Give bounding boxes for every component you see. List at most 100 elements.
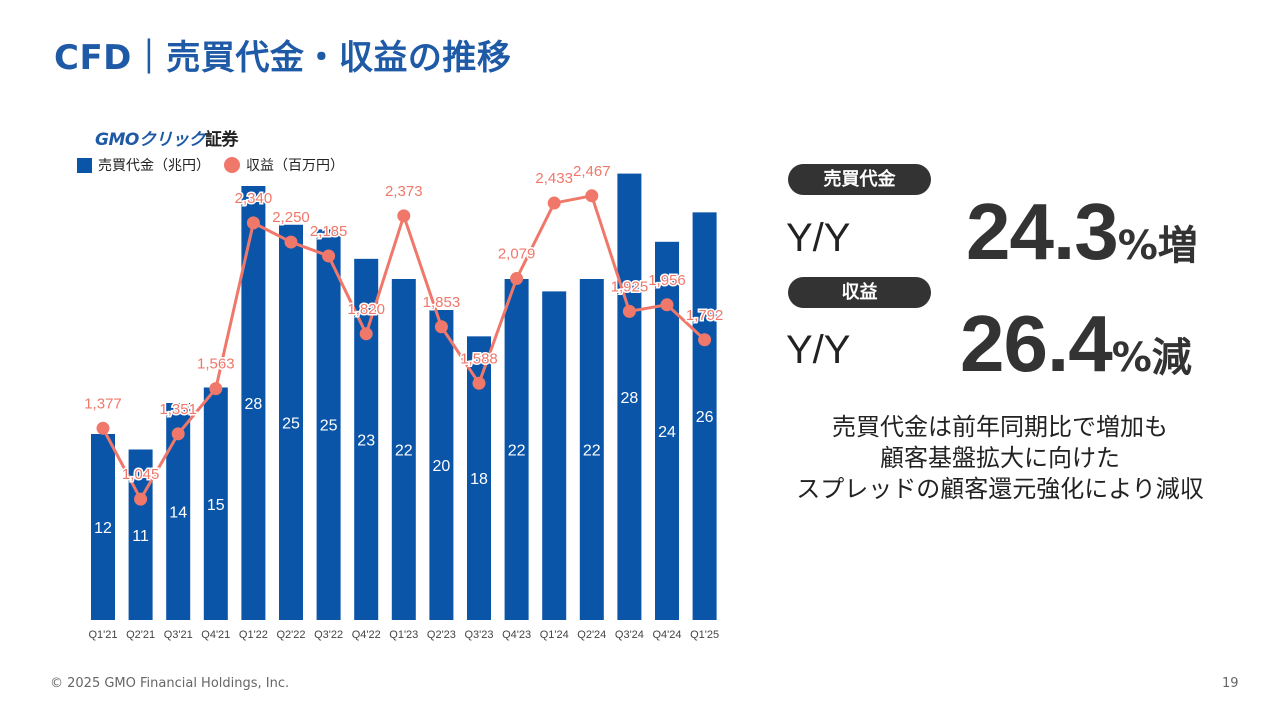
bar-value-label: 23	[357, 432, 375, 449]
x-tick-label: Q3'21	[164, 629, 193, 641]
volume-yy-value: 24.3%増	[966, 186, 1198, 278]
bar-value-label: 22	[583, 443, 601, 460]
x-tick-label: Q1'25	[690, 629, 719, 641]
legend-bar-label: 売買代金（兆円）	[98, 158, 210, 174]
revenue-value-label: 2,467	[573, 163, 611, 180]
summary-line-1: 売買代金は前年同期比で増加も	[832, 413, 1168, 441]
revenue-yy-unit: %減	[1111, 335, 1192, 381]
bar-value-label: 20	[433, 458, 451, 475]
revenue-point	[472, 376, 486, 390]
legend-item-volume: 売買代金（兆円）	[77, 155, 210, 175]
revenue-point	[622, 304, 636, 318]
revenue-value-label: 2,433	[535, 170, 573, 187]
bar-value-label: 15	[207, 497, 225, 514]
revenue-value-label: 2,373	[385, 183, 423, 200]
bar	[504, 279, 529, 620]
logo-brand: GMO	[95, 130, 139, 150]
revenue-point	[284, 235, 298, 249]
x-tick-label: Q4'22	[352, 629, 381, 641]
bar-value-label: 22	[508, 443, 526, 460]
revenue-yy-number: 26.4	[960, 299, 1113, 388]
revenue-point	[171, 427, 185, 441]
revenue-value-label: 1,853	[423, 294, 461, 311]
volume-yy-label: Y/Y	[786, 216, 851, 260]
chart-legend: 売買代金（兆円） 収益（百万円）	[77, 155, 350, 175]
revenue-point	[510, 272, 524, 286]
revenue-value-label: 1,045	[122, 466, 160, 483]
revenue-value-label: 1,588	[460, 350, 498, 367]
revenue-value-label: 1,563	[197, 356, 235, 373]
legend-line-swatch	[224, 157, 240, 173]
logo-name: クリック	[138, 130, 206, 150]
revenue-value-label: 1,792	[686, 307, 724, 324]
revenue-point	[322, 249, 336, 263]
bar-value-label: 24	[658, 424, 676, 441]
x-tick-label: Q2'21	[126, 629, 155, 641]
x-tick-label: Q4'21	[201, 629, 230, 641]
bar	[692, 212, 717, 620]
x-tick-label: Q2'23	[427, 629, 456, 641]
bar	[579, 279, 604, 620]
x-tick-label: Q3'22	[314, 629, 343, 641]
revenue-value-label: 1,377	[84, 395, 122, 412]
x-tick-label: Q3'24	[615, 629, 644, 641]
bar-value-label: 18	[470, 471, 488, 488]
bar	[316, 229, 341, 620]
company-logo: GMOクリック証券	[95, 125, 238, 150]
legend-line-label: 収益（百万円）	[246, 158, 344, 174]
bar	[542, 291, 567, 620]
revenue-point	[434, 320, 448, 334]
revenue-kpi-pill: 収益	[788, 277, 931, 308]
summary-text: 売買代金は前年同期比で増加も 顧客基盤拡大に向けた スプレッドの顧客還元強化によ…	[780, 412, 1220, 505]
bar-value-label: 28	[621, 390, 639, 407]
summary-line-3: スプレッドの顧客還元強化により減収	[796, 475, 1204, 503]
x-tick-label: Q1'22	[239, 629, 268, 641]
bar-value-label: 22	[395, 443, 413, 460]
x-tick-label: Q1'24	[540, 629, 569, 641]
bar-value-label: 28	[245, 396, 263, 413]
revenue-point	[585, 189, 599, 203]
revenue-point	[660, 298, 674, 312]
bar	[91, 434, 115, 620]
bar-value-label: 25	[320, 418, 338, 435]
bar-value-label: 12	[94, 520, 112, 537]
x-tick-label: Q1'23	[389, 629, 418, 641]
bar	[128, 449, 153, 620]
copyright: © 2025 GMO Financial Holdings, Inc.	[50, 676, 290, 691]
page-title: CFD｜売買代金・収益の推移	[54, 38, 512, 78]
revenue-value-label: 1,925	[611, 278, 649, 295]
bar-value-label: 26	[696, 409, 714, 426]
revenue-value-label: 1,956	[648, 272, 686, 289]
x-tick-label: Q4'23	[502, 629, 531, 641]
revenue-point	[134, 492, 148, 506]
bar	[203, 387, 228, 620]
revenue-value-label: 2,185	[310, 223, 348, 240]
revenue-point	[209, 382, 223, 396]
bar	[279, 224, 303, 620]
x-tick-label: Q3'23	[464, 629, 493, 641]
x-tick-label: Q2'22	[276, 629, 305, 641]
combo-chart: 12 11 14 15 28 25 25 23 22 20 18 22 22 28 24 26 Q1'21 Q2'…	[83, 161, 725, 641]
bar	[617, 173, 642, 620]
revenue-value-label: 2,079	[498, 246, 536, 263]
volume-kpi-pill: 売買代金	[788, 164, 931, 195]
revenue-yy-label: Y/Y	[786, 328, 851, 372]
revenue-point	[96, 421, 110, 435]
revenue-yy-value: 26.4%減	[960, 298, 1192, 390]
volume-yy-unit: %増	[1117, 223, 1198, 269]
legend-item-revenue: 収益（百万円）	[224, 155, 344, 175]
revenue-point	[359, 327, 373, 341]
bar-value-label: 14	[169, 505, 187, 522]
logo-suffix: 証券	[204, 130, 239, 150]
x-tick-label: Q1'21	[88, 629, 117, 641]
bar-value-label: 11	[132, 528, 149, 545]
revenue-point	[547, 196, 561, 210]
x-tick-label: Q4'24	[652, 629, 681, 641]
revenue-point	[698, 333, 712, 347]
legend-bar-swatch	[77, 157, 92, 173]
x-tick-label: Q2'24	[577, 629, 606, 641]
bar-value-label: 25	[282, 415, 300, 432]
page-number: 19	[1222, 676, 1239, 691]
revenue-point	[246, 216, 260, 230]
revenue-value-label: 1,351	[159, 401, 197, 418]
